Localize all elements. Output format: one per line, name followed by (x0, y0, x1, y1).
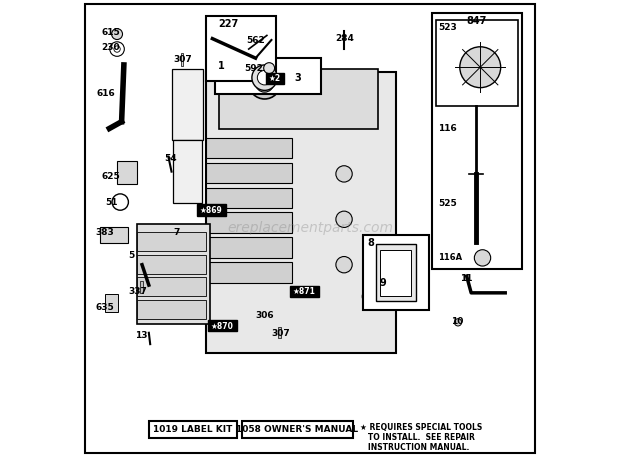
Text: ★871: ★871 (293, 288, 316, 296)
Bar (242, 421, 353, 438)
Text: 383: 383 (95, 228, 115, 237)
Bar (138, 232, 206, 251)
Circle shape (460, 47, 501, 88)
Text: 284: 284 (335, 34, 354, 43)
Bar (173, 140, 202, 203)
Bar (117, 161, 138, 184)
Text: 1019 LABEL KIT: 1019 LABEL KIT (153, 426, 232, 434)
Bar (138, 300, 206, 319)
Circle shape (336, 256, 352, 273)
Circle shape (257, 71, 272, 85)
Circle shape (454, 319, 462, 326)
Text: 3: 3 (294, 73, 301, 83)
Circle shape (474, 250, 490, 266)
Bar (215, 58, 321, 95)
Circle shape (264, 63, 275, 74)
Text: 116: 116 (438, 124, 457, 133)
Bar (206, 163, 292, 183)
Text: 616: 616 (97, 89, 115, 98)
Text: 11: 11 (460, 274, 472, 283)
Bar (138, 255, 206, 274)
Bar (138, 224, 210, 324)
Text: 230: 230 (101, 43, 120, 52)
Bar (138, 278, 206, 296)
Bar (206, 137, 292, 158)
Text: 615: 615 (101, 28, 120, 37)
Bar (149, 421, 237, 438)
Text: 635: 635 (95, 303, 115, 312)
Bar (140, 282, 143, 293)
Bar (206, 72, 396, 353)
Text: 51: 51 (105, 198, 117, 207)
Circle shape (252, 65, 277, 90)
Bar (105, 294, 118, 313)
Bar (267, 73, 284, 83)
Bar (380, 250, 411, 296)
Circle shape (336, 166, 352, 182)
Text: 13: 13 (135, 331, 148, 340)
Text: 8: 8 (367, 238, 374, 248)
Text: 592: 592 (244, 64, 263, 73)
Bar (290, 286, 319, 297)
Text: 9: 9 (379, 278, 386, 288)
Circle shape (112, 29, 123, 40)
Bar (432, 13, 523, 269)
Circle shape (362, 290, 376, 303)
Bar (172, 70, 203, 140)
Text: 307: 307 (272, 329, 290, 338)
Text: 307: 307 (174, 55, 193, 64)
Text: 337: 337 (128, 288, 148, 296)
Text: ★2: ★2 (269, 74, 281, 83)
Circle shape (110, 42, 125, 56)
Bar (206, 262, 292, 283)
Circle shape (112, 194, 128, 210)
Bar (206, 188, 292, 208)
Text: 54: 54 (164, 154, 177, 163)
Circle shape (114, 46, 120, 52)
Bar (363, 235, 429, 310)
Text: ereplacementparts.com: ereplacementparts.com (227, 221, 393, 236)
Circle shape (255, 74, 273, 92)
Bar (219, 70, 378, 129)
Text: 227: 227 (218, 18, 239, 29)
Bar (100, 227, 128, 243)
Text: ★870: ★870 (211, 321, 234, 331)
Text: 1058 OWNER'S MANUAL: 1058 OWNER'S MANUAL (236, 426, 358, 434)
Bar (436, 19, 518, 106)
Bar (376, 244, 416, 301)
Bar (206, 237, 292, 258)
Text: 847: 847 (467, 16, 487, 26)
Text: ★869: ★869 (200, 206, 223, 215)
Bar (206, 213, 292, 233)
Text: 116A: 116A (438, 254, 463, 262)
Text: 1: 1 (218, 61, 225, 71)
Bar (180, 53, 184, 66)
Text: 10: 10 (451, 317, 463, 326)
Text: 7: 7 (174, 228, 180, 237)
Bar (206, 16, 276, 81)
Bar (278, 327, 281, 338)
Text: 523: 523 (438, 23, 457, 32)
Bar (197, 204, 226, 216)
Text: 562: 562 (246, 36, 265, 45)
Text: 525: 525 (438, 199, 457, 208)
Text: 625: 625 (101, 171, 120, 181)
Text: 306: 306 (255, 311, 274, 320)
Text: 5: 5 (128, 251, 135, 260)
Circle shape (336, 211, 352, 227)
Text: ★ REQUIRES SPECIAL TOOLS
   TO INSTALL.  SEE REPAIR
   INSTRUCTION MANUAL.: ★ REQUIRES SPECIAL TOOLS TO INSTALL. SEE… (360, 423, 482, 453)
Bar (208, 320, 237, 331)
Circle shape (249, 67, 280, 99)
